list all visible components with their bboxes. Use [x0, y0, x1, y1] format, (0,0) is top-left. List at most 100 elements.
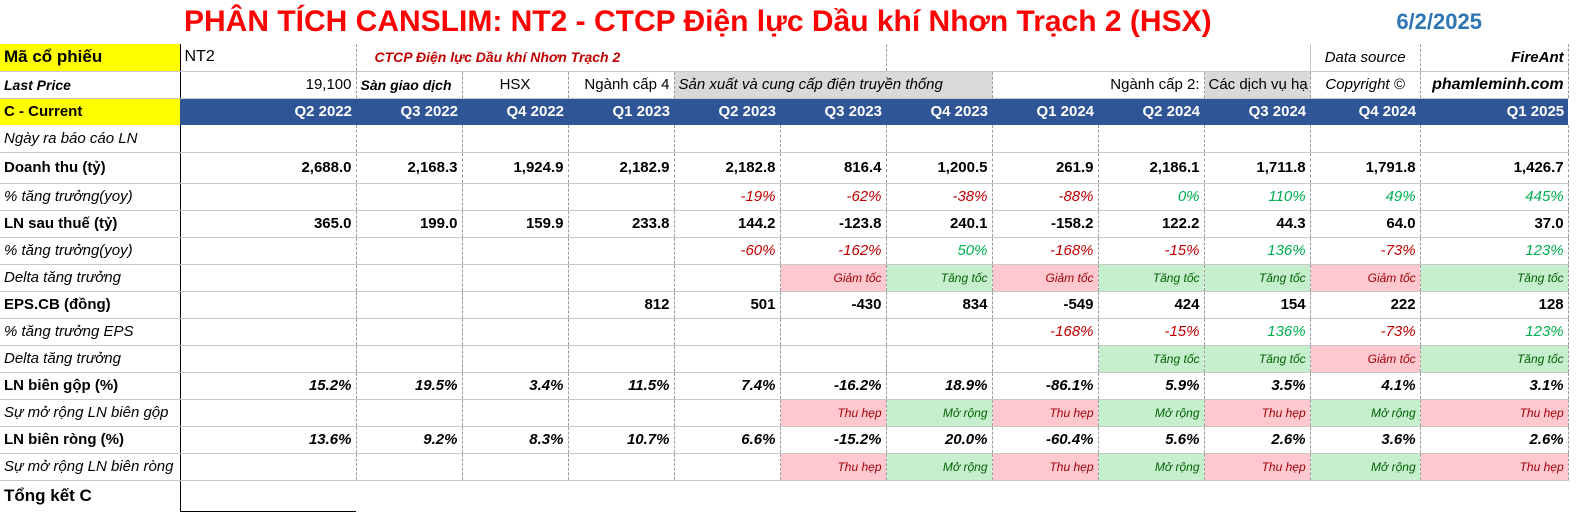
cell-eps[interactable]: 812: [568, 291, 675, 319]
cell-revenue[interactable]: 2,182.9: [568, 152, 675, 184]
cell-report-date[interactable]: [674, 125, 781, 153]
cell-profit-delta[interactable]: [568, 264, 675, 292]
cell-net-margin-change[interactable]: Thu hẹp: [1204, 453, 1311, 481]
cell-eps[interactable]: -430: [780, 291, 887, 319]
quarter-header[interactable]: Q4 2023: [886, 98, 992, 125]
cell-gross-margin-change[interactable]: [674, 399, 781, 427]
ticker-label[interactable]: Mã cổ phiếu: [0, 44, 181, 72]
cell-revenue-growth[interactable]: -62%: [780, 183, 887, 211]
cell-profit-growth[interactable]: -73%: [1310, 237, 1421, 265]
cell-net-margin-change[interactable]: Thu hẹp: [992, 453, 1099, 481]
cell-net-margin[interactable]: 10.7%: [568, 426, 675, 454]
cell-eps-delta[interactable]: [180, 345, 357, 373]
quarter-header[interactable]: Q3 2022: [356, 98, 462, 125]
cell-revenue[interactable]: 261.9: [992, 152, 1099, 184]
quarter-header[interactable]: Q4 2024: [1310, 98, 1421, 125]
cell-profit[interactable]: 159.9: [462, 210, 569, 238]
cell-eps-delta[interactable]: [568, 345, 675, 373]
cell-revenue[interactable]: 2,186.1: [1098, 152, 1205, 184]
cell-revenue-growth[interactable]: -88%: [992, 183, 1099, 211]
cell-summary[interactable]: [568, 480, 674, 511]
cell-eps-delta[interactable]: [674, 345, 781, 373]
row-label[interactable]: Tổng kết C: [0, 480, 181, 511]
cell-eps[interactable]: 128: [1420, 291, 1569, 319]
cell-net-margin[interactable]: 20.0%: [886, 426, 993, 454]
cell-report-date[interactable]: [886, 125, 993, 153]
cell-profit[interactable]: 240.1: [886, 210, 993, 238]
cell-profit-delta[interactable]: [462, 264, 569, 292]
cell-net-margin-change[interactable]: Thu hẹp: [780, 453, 887, 481]
cell-gross-margin-change[interactable]: [180, 399, 357, 427]
cell-summary[interactable]: [674, 480, 780, 511]
cell-net-margin[interactable]: 6.6%: [674, 426, 781, 454]
cell-net-margin-change[interactable]: [674, 453, 781, 481]
cell-profit-growth[interactable]: -162%: [780, 237, 887, 265]
industry2-value[interactable]: Các dịch vụ hạ: [1204, 71, 1311, 99]
cell-gross-margin[interactable]: 19.5%: [356, 372, 463, 400]
cell-eps-growth[interactable]: [886, 318, 993, 346]
cell-net-margin[interactable]: 2.6%: [1204, 426, 1311, 454]
cell-profit-delta[interactable]: Tăng tốc: [886, 264, 993, 292]
row-label[interactable]: LN biên ròng (%): [0, 426, 181, 454]
data-source-label[interactable]: Data source: [1309, 44, 1421, 72]
cell-profit[interactable]: 144.2: [674, 210, 781, 238]
cell-gross-margin-change[interactable]: [462, 399, 569, 427]
cell-revenue-growth[interactable]: [356, 183, 463, 211]
quarter-header[interactable]: Q4 2022: [462, 98, 568, 125]
cell-gross-margin[interactable]: -86.1%: [992, 372, 1099, 400]
cell-profit[interactable]: 64.0: [1310, 210, 1421, 238]
cell-profit-growth[interactable]: 123%: [1420, 237, 1569, 265]
row-label[interactable]: EPS.CB (đồng): [0, 291, 181, 319]
cell-eps-delta[interactable]: [462, 345, 569, 373]
cell-profit-growth[interactable]: [462, 237, 569, 265]
cell-profit[interactable]: 199.0: [356, 210, 463, 238]
cell-profit-delta[interactable]: [356, 264, 463, 292]
quarter-header[interactable]: Q2 2024: [1098, 98, 1204, 125]
cell-profit-delta[interactable]: Giảm tốc: [780, 264, 887, 292]
last-price-label[interactable]: Last Price: [0, 71, 181, 99]
cell-eps[interactable]: 501: [674, 291, 781, 319]
cell-profit[interactable]: 365.0: [180, 210, 357, 238]
cell-report-date[interactable]: [1098, 125, 1205, 153]
cell-revenue[interactable]: 1,924.9: [462, 152, 569, 184]
ticker-value[interactable]: NT2: [180, 44, 357, 72]
cell-net-margin-change[interactable]: [568, 453, 675, 481]
row-label[interactable]: % tăng trưởng(yoy): [0, 183, 181, 211]
cell-profit[interactable]: -158.2: [992, 210, 1099, 238]
cell-gross-margin-change[interactable]: Thu hẹp: [1204, 399, 1311, 427]
cell-profit[interactable]: -123.8: [780, 210, 887, 238]
quarter-header[interactable]: Q2 2023: [674, 98, 780, 125]
cell-net-margin-change[interactable]: [180, 453, 357, 481]
cell-gross-margin[interactable]: -16.2%: [780, 372, 887, 400]
cell-summary[interactable]: [1310, 480, 1420, 511]
cell-profit-growth[interactable]: -15%: [1098, 237, 1205, 265]
cell-revenue[interactable]: 2,168.3: [356, 152, 463, 184]
cell-revenue[interactable]: 1,426.7: [1420, 152, 1569, 184]
cell-profit-delta[interactable]: Tăng tốc: [1204, 264, 1311, 292]
cell-report-date[interactable]: [462, 125, 569, 153]
cell-eps[interactable]: 424: [1098, 291, 1205, 319]
cell-profit-growth[interactable]: -168%: [992, 237, 1099, 265]
cell-net-margin[interactable]: 5.6%: [1098, 426, 1205, 454]
cell-eps-delta[interactable]: Tăng tốc: [1098, 345, 1205, 373]
cell-revenue-growth[interactable]: [180, 183, 357, 211]
cell-net-margin[interactable]: 3.6%: [1310, 426, 1421, 454]
cell-net-margin[interactable]: 13.6%: [180, 426, 357, 454]
cell-profit-delta[interactable]: Tăng tốc: [1420, 264, 1569, 292]
cell-eps-growth[interactable]: -73%: [1310, 318, 1421, 346]
cell-summary[interactable]: [180, 480, 356, 512]
cell-profit-growth[interactable]: 136%: [1204, 237, 1311, 265]
data-source-value[interactable]: FireAnt: [1420, 44, 1569, 72]
industry4-label[interactable]: Ngành cấp 4: [568, 71, 675, 99]
quarter-header[interactable]: Q1 2023: [568, 98, 674, 125]
cell-eps-growth[interactable]: [462, 318, 569, 346]
cell-eps-delta[interactable]: [992, 345, 1099, 373]
cell-eps[interactable]: 154: [1204, 291, 1311, 319]
cell-profit-delta[interactable]: Giảm tốc: [1310, 264, 1421, 292]
cell-eps-growth[interactable]: 123%: [1420, 318, 1569, 346]
cell-eps[interactable]: 222: [1310, 291, 1421, 319]
cell-summary[interactable]: [886, 480, 992, 511]
cell-profit[interactable]: 233.8: [568, 210, 675, 238]
row-label[interactable]: LN biên gộp (%): [0, 372, 181, 400]
cell-revenue[interactable]: 1,200.5: [886, 152, 993, 184]
